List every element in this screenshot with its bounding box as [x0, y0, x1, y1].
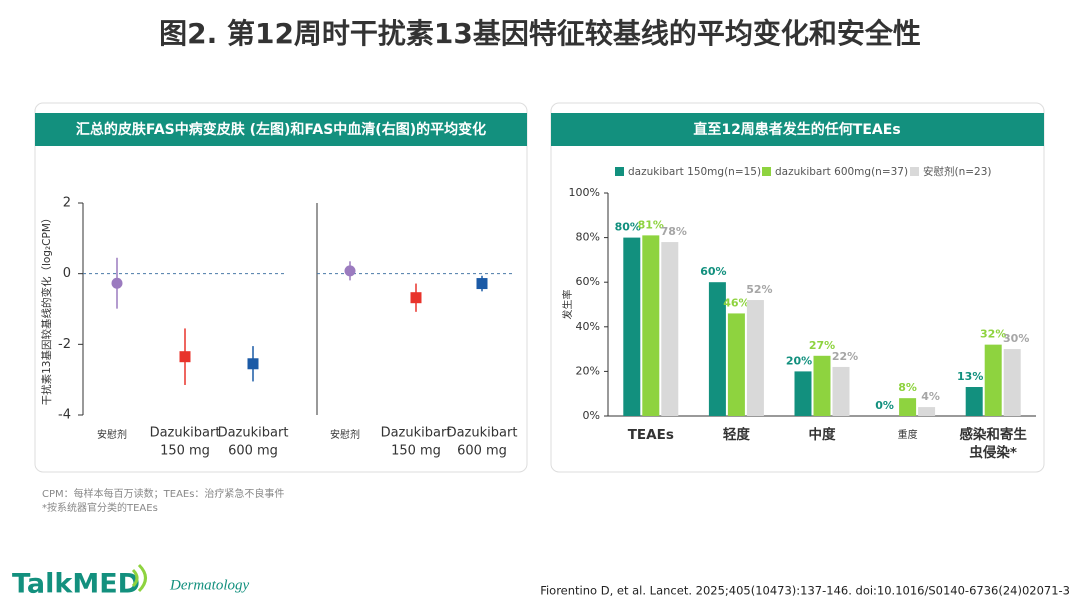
citation: Fiorentino D, et al. Lancet. 2025;405(10…	[540, 584, 1070, 598]
legend-label: 安慰剂(n=23)	[923, 165, 992, 178]
y-tick-label: 2	[63, 196, 71, 211]
value-label: 20%	[786, 354, 812, 367]
legend-swatch	[762, 167, 771, 176]
footnote: CPM：每样本每百万读数；TEAEs：治疗紧急不良事件	[42, 487, 284, 500]
x-tick-label: 600 mg	[457, 444, 507, 459]
point	[410, 292, 422, 304]
x-tick-label: 安慰剂	[330, 428, 360, 441]
bar	[661, 242, 679, 416]
bar	[1003, 349, 1021, 416]
value-label: 46%	[723, 296, 749, 309]
value-label: 32%	[980, 328, 1006, 341]
value-label: 27%	[809, 339, 835, 352]
logo-icon	[131, 563, 147, 593]
bar	[746, 300, 764, 416]
y-tick-label: -4	[58, 408, 71, 423]
y-tick-label: -2	[58, 337, 71, 352]
point	[179, 351, 191, 363]
bar	[984, 344, 1002, 416]
panel	[34, 102, 528, 473]
legend-label: dazukibart 150mg(n=15)	[628, 166, 761, 178]
x-tick-label: Dazukibart	[381, 426, 452, 441]
bar	[623, 237, 641, 416]
bar	[727, 313, 745, 416]
y-tick-label: 0%	[583, 409, 600, 422]
value-label: 0%	[875, 399, 894, 412]
legend-label: dazukibart 600mg(n=37)	[775, 166, 908, 178]
y-axis-label: 发生率	[561, 290, 574, 320]
x-tick-label: Dazukibart	[447, 426, 518, 441]
x-tick-label: 150 mg	[391, 444, 441, 459]
y-tick-label: 40%	[576, 320, 600, 333]
logo-subtitle: Dermatology	[169, 577, 249, 593]
panel-title: 直至12周患者发生的任何TEAEs	[693, 121, 900, 138]
panel-title: 汇总的皮肤FAS中病变皮肤 (左图)和FAS中血清(右图)的平均变化	[76, 121, 486, 138]
x-tick-label: Dazukibart	[218, 426, 289, 441]
x-tick-label: 600 mg	[228, 444, 278, 459]
value-label: 30%	[1003, 332, 1029, 345]
value-label: 60%	[700, 265, 726, 278]
y-tick-label: 20%	[576, 364, 600, 377]
bar	[794, 371, 812, 416]
y-tick-label: 0	[63, 266, 71, 281]
value-label: 4%	[921, 390, 940, 403]
bar	[813, 355, 831, 416]
panel-header	[551, 113, 1044, 146]
footnote: *按系统器官分类的TEAEs	[42, 501, 158, 514]
slide-title: 图2. 第12周时干扰素13基因特征较基线的平均变化和安全性	[159, 17, 921, 50]
bar	[708, 282, 726, 416]
bar	[642, 235, 660, 416]
y-tick-label: 60%	[576, 275, 600, 288]
point	[247, 358, 259, 370]
value-label: 22%	[832, 350, 858, 363]
value-label: 52%	[746, 283, 772, 296]
bar	[899, 398, 917, 416]
x-tick-label: 150 mg	[160, 444, 210, 459]
y-tick-label: 80%	[576, 231, 600, 244]
panel-header	[35, 113, 527, 146]
legend-swatch	[910, 167, 919, 176]
point	[476, 278, 488, 290]
point	[111, 277, 123, 289]
y-tick-label: 100%	[569, 186, 600, 199]
value-label: 81%	[638, 218, 664, 231]
x-tick-label: 中度	[809, 426, 837, 443]
y-axis-label: 干扰素13基因较基线的变化（log₂CPM）	[40, 213, 53, 406]
x-tick-label: 重度	[898, 428, 918, 441]
bar	[918, 407, 936, 416]
bar	[832, 366, 850, 416]
point	[344, 265, 356, 277]
bar	[965, 387, 983, 416]
value-label: 80%	[615, 221, 641, 234]
x-tick-label: 虫侵染*	[969, 444, 1017, 461]
logo: TalkMED	[12, 569, 140, 600]
value-label: 13%	[957, 370, 983, 383]
value-label: 78%	[661, 225, 687, 238]
x-tick-label: TEAEs	[628, 427, 674, 443]
value-label: 8%	[898, 381, 917, 394]
x-tick-label: Dazukibart	[150, 426, 221, 441]
x-tick-label: 感染和寄生	[959, 426, 1027, 443]
x-tick-label: 安慰剂	[97, 428, 127, 441]
legend-swatch	[615, 167, 624, 176]
x-tick-label: 轻度	[723, 426, 751, 443]
